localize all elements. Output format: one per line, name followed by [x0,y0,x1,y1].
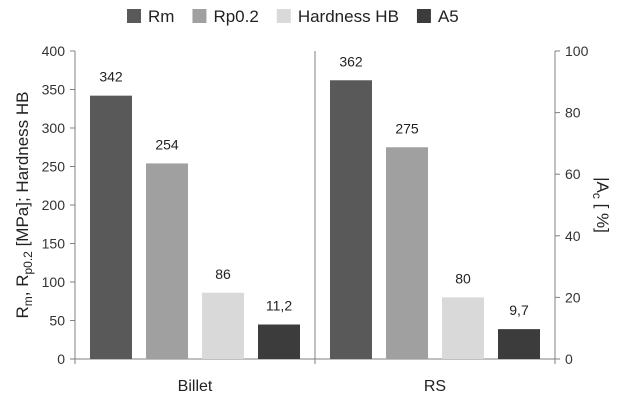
legend: Rm Rp0.2 Hardness HB A5 [127,7,459,26]
legend-swatch [127,9,141,23]
bar [146,163,188,359]
y-right-tick-label: 40 [565,228,581,244]
y-left-tick-label: 150 [42,236,66,252]
y-left-tick-label: 250 [42,159,66,175]
data-label: 80 [455,270,471,286]
bar [330,80,372,359]
y-left-tick-label: 300 [42,120,66,136]
bar [202,292,244,359]
y-right-tick-label: 100 [565,43,589,59]
y-right-tick-label: 0 [565,351,573,367]
legend-label: Hardness HB [298,7,399,26]
legend-label: Rm [148,7,174,26]
data-label: 86 [215,266,231,282]
y-right-tick-label: 20 [565,289,581,305]
y-right-tick-label: 60 [565,166,581,182]
bar [386,147,428,359]
x-tick-label: RS [424,378,446,395]
data-label: 342 [99,69,123,85]
y-left-tick-label: 0 [57,351,65,367]
bar [258,324,300,359]
legend-label: A5 [438,7,459,26]
data-label: 9,7 [509,302,529,318]
bars [90,80,540,359]
bar [442,297,484,359]
legend-label: Rp0.2 [213,7,258,26]
y-left-tick-label: 50 [49,313,65,329]
legend-swatch [276,9,291,23]
data-label: 362 [339,53,363,69]
y-axis-right-title: |Ac [ %] [590,177,612,233]
bar [498,329,540,359]
y-left-tick-label: 350 [42,82,66,98]
y-left-tick-label: 100 [42,274,66,290]
data-labels: 342 254 86 11,2 362 275 80 9,7 [99,53,529,318]
bar [90,95,132,359]
legend-swatch [192,9,207,23]
y-left-tick-label: 200 [42,197,66,213]
data-label: 275 [395,120,419,136]
data-label: 11,2 [266,298,292,314]
y-right-tick-label: 80 [565,105,581,121]
x-tick-label: Billet [178,378,213,395]
y-left-tick-label: 400 [42,43,66,59]
legend-swatch [416,9,431,23]
data-label: 254 [155,136,179,152]
y-axis-left-title: Rm, Rp0.2 [MPa]; Hardness HB [13,91,35,318]
